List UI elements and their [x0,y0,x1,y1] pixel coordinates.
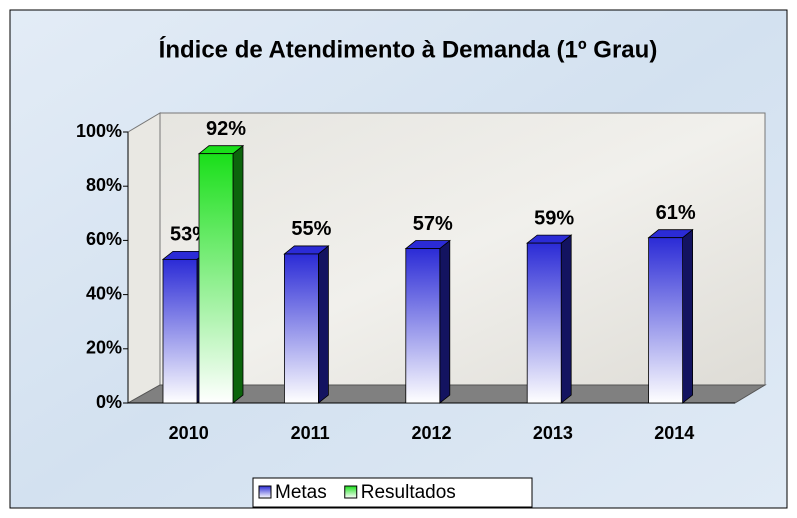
x-tick-label: 2010 [169,423,209,443]
legend-label: Resultados [361,482,456,503]
bar [198,153,234,404]
bar-side [439,239,451,404]
data-label: 59% [534,207,574,229]
side-wall [127,112,161,404]
bar [162,258,198,404]
y-tick-label: 80% [86,175,122,195]
y-tick-label: 0% [96,392,122,412]
legend-label: Metas [275,482,327,503]
x-tick-label: 2014 [654,423,694,443]
y-tick-label: 100% [76,121,122,141]
legend: Metas Resultados [252,477,533,508]
data-label: 55% [291,218,331,240]
legend-box [252,477,533,508]
data-label: 92% [206,118,246,140]
bar [648,237,683,404]
bar-side [232,144,244,404]
bar [405,248,441,404]
legend-swatch [258,485,272,499]
x-tick-label: 2013 [533,423,573,443]
y-tick-label: 60% [86,229,122,249]
data-label: 57% [413,213,453,235]
bar-side [560,234,572,404]
y-tick-label: 40% [86,283,122,303]
y-tick-label: 20% [86,338,122,358]
bar-side [317,245,329,404]
x-tick-label: 2011 [291,423,330,443]
x-tick-label: 2012 [411,423,451,443]
bar [283,253,319,404]
chart-title: Índice de Atendimento à Demanda (1º Grau… [159,35,658,63]
bar-side [682,228,693,404]
legend-swatch [344,485,358,499]
bar [526,242,562,404]
data-label: 61% [656,202,696,224]
